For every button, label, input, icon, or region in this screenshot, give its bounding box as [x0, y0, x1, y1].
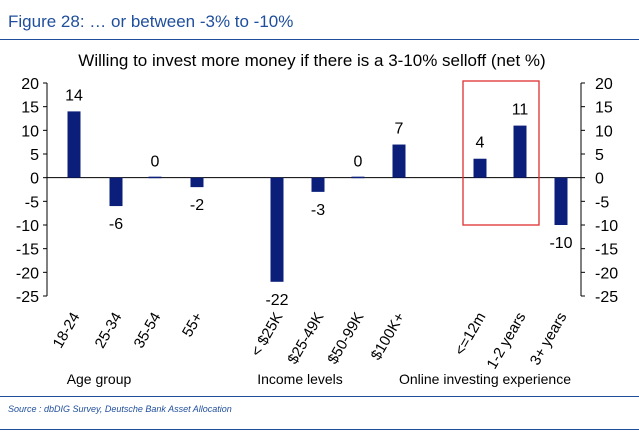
right-tick-label: 20 — [595, 76, 613, 93]
bar-18-24 — [67, 111, 81, 178]
bar-100k — [392, 144, 406, 178]
bar-25k — [270, 177, 284, 282]
category-label: 18-24 — [50, 310, 84, 352]
bar-25-34 — [109, 177, 123, 207]
bottom-rule — [0, 429, 639, 430]
bar-3-years — [554, 177, 568, 225]
right-tick-label: 5 — [595, 147, 604, 164]
data-label: -22 — [265, 292, 288, 309]
data-label: 0 — [151, 154, 160, 171]
left-y-axis: 20 15 10 5 0 -5 -10 -15 -20 -25 — [16, 76, 48, 306]
bar-25-49k — [311, 177, 325, 192]
right-y-axis: 20 15 10 5 0 -5 -10 -15 -20 -25 — [580, 76, 618, 306]
bar-1-2-years — [513, 125, 527, 178]
bar-55 — [190, 177, 204, 188]
category-label: $100K+ — [368, 309, 409, 363]
right-tick-label: -25 — [595, 289, 618, 306]
bar-50-99k — [351, 176, 365, 179]
category-label: 3+ years — [527, 310, 571, 369]
left-tick-label: 15 — [21, 100, 39, 117]
data-labels: 14 -6 0 -2 -22 -3 0 7 4 11 -10 — [65, 87, 573, 308]
category-labels: 18-24 25-34 35-54 55+ < $25K$25-49K$50-99K $1… — [50, 309, 571, 372]
right-tick-label: 0 — [595, 171, 604, 188]
category-label: < $25K — [248, 310, 287, 360]
left-tick-label: 20 — [21, 76, 39, 93]
data-label: 7 — [395, 121, 404, 138]
category-label: 35-54 — [131, 310, 165, 352]
source-note: Source : dbDIG Survey, Deutsche Bank Ass… — [8, 404, 232, 414]
category-label: 25-34 — [92, 310, 126, 352]
right-tick-label: -15 — [595, 242, 618, 259]
right-tick-label: -10 — [595, 218, 618, 235]
bar-12m — [473, 158, 487, 178]
header-rule — [0, 39, 639, 40]
category-label: <=12m — [451, 310, 489, 359]
category-label: $25-49K — [284, 310, 327, 368]
data-label: -3 — [311, 202, 325, 219]
chart-title: Willing to invest more money if there is… — [78, 51, 545, 70]
left-tick-label: -15 — [16, 242, 39, 259]
bars — [67, 111, 568, 282]
category-label: $50-99K — [324, 310, 367, 368]
bar-35-54 — [148, 176, 162, 179]
left-tick-label: 5 — [30, 147, 39, 164]
data-label: 14 — [65, 87, 83, 104]
group-label: Income levels — [257, 371, 343, 387]
data-label: -2 — [190, 197, 204, 214]
data-label: -10 — [549, 235, 572, 252]
left-tick-label: 10 — [21, 123, 39, 140]
right-tick-label: 10 — [595, 123, 613, 140]
figure-label: Figure 28: … or between -3% to -10% — [8, 12, 294, 31]
data-label: 0 — [354, 154, 363, 171]
right-tick-label: -5 — [595, 194, 609, 211]
group-label: Online investing experience — [399, 371, 571, 387]
bar-chart: Willing to invest more money if there is… — [16, 51, 618, 387]
footer-rule — [0, 396, 639, 397]
left-tick-label: -20 — [16, 265, 39, 282]
figure-header: Figure 28: … or between -3% to -10% — [0, 0, 639, 40]
group-label: Age group — [67, 371, 132, 387]
left-tick-label: -10 — [16, 218, 39, 235]
category-label: 55+ — [179, 309, 207, 340]
right-tick-label: 15 — [595, 100, 613, 117]
data-label: 4 — [476, 135, 485, 152]
left-tick-label: -25 — [16, 289, 39, 306]
right-tick-label: -20 — [595, 265, 618, 282]
data-label: -6 — [109, 216, 123, 233]
left-tick-label: 0 — [30, 171, 39, 188]
data-label: 11 — [512, 102, 529, 119]
left-tick-label: -5 — [25, 194, 39, 211]
group-labels: Age group Income levels Online investing e… — [67, 371, 572, 387]
highlight-box — [462, 80, 540, 226]
category-label: 1-2 years — [483, 310, 529, 373]
